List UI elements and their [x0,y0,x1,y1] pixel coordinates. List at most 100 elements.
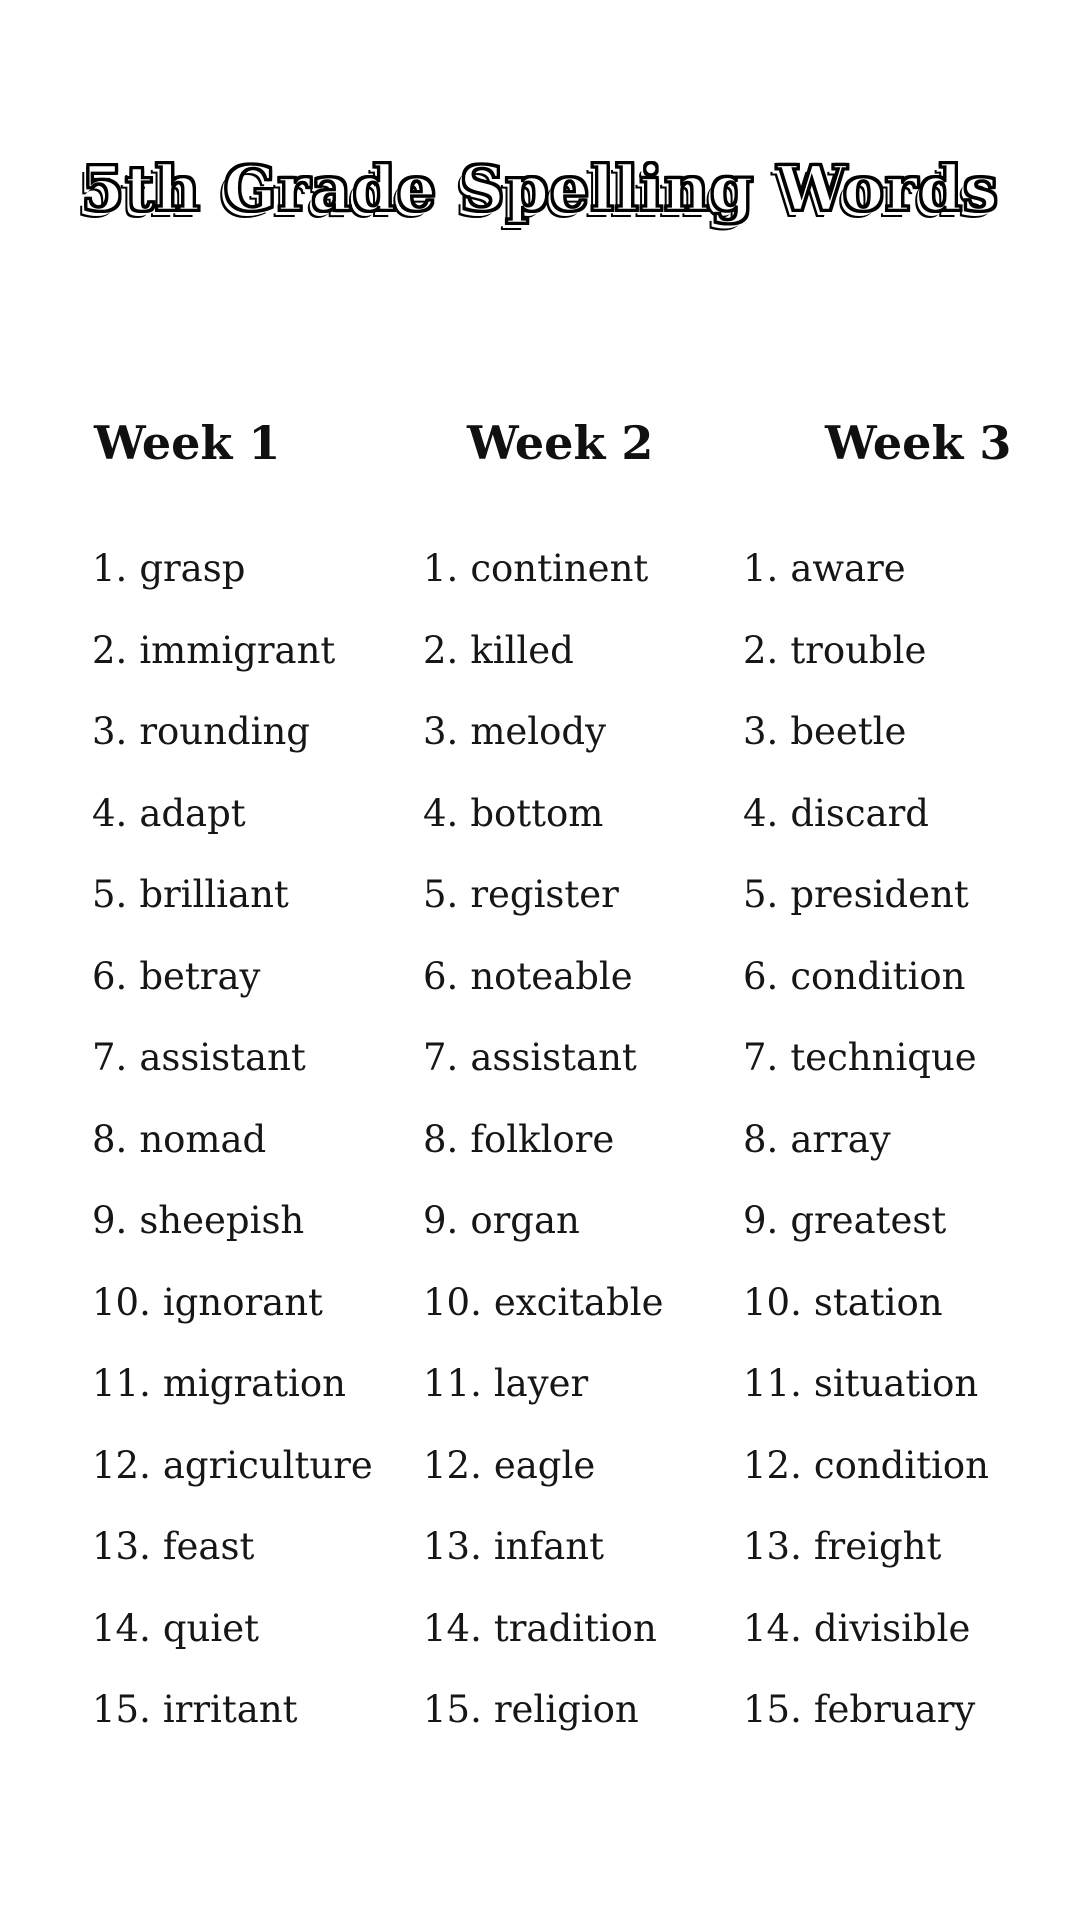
word-text: feast [162,1525,255,1568]
word-item: 11. migration [92,1343,432,1425]
word-item: 9. sheepish [92,1180,432,1262]
word-item: 11. layer [423,1343,763,1425]
word-number: 1. [743,547,779,590]
word-number: 13. [743,1525,802,1568]
word-text: president [790,873,969,916]
word-number: 6. [423,954,459,998]
word-text: quiet [162,1606,259,1650]
word-list: 1. continent 2. killed 3. melody 4. bottom 5… [423,528,763,1751]
word-item: 12. eagle [423,1425,763,1507]
word-item: 15. february [743,1669,1080,1751]
word-item: 7. assistant [92,1017,432,1099]
word-number: 12. [423,1443,482,1487]
week-header: Week 3 [825,416,1012,470]
word-text: rounding [139,710,310,753]
word-text: station [813,1280,943,1324]
word-item: 11. situation [743,1343,1080,1425]
word-list: 1. aware 2. trouble 3. beetle 4. discard 5. p… [743,528,1080,1751]
word-number: 15. [423,1688,482,1731]
word-text: discard [790,791,929,835]
word-item: 13. freight [743,1506,1080,1588]
word-item: 3. beetle [743,691,1080,773]
word-item: 7. assistant [423,1017,763,1099]
word-text: assistant [470,1036,637,1079]
word-text: organ [470,1199,580,1242]
word-number: 6. [92,954,128,998]
word-text: brilliant [139,873,289,916]
word-item: 1. grasp [92,528,432,610]
word-number: 5. [743,873,779,916]
word-number: 4. [743,791,779,835]
word-item: 10. ignorant [92,1262,432,1344]
word-text: excitable [493,1280,664,1324]
word-number: 8. [743,1117,779,1161]
word-number: 2. [423,628,459,672]
word-item: 12. agriculture [92,1425,432,1507]
word-text: melody [470,710,606,753]
word-text: eagle [493,1443,596,1487]
word-number: 15. [743,1688,802,1731]
word-item: 4. discard [743,773,1080,855]
word-text: bottom [470,791,604,835]
week-column-3: Week 3 1. aware 2. trouble 3. beetle 4. disc… [743,414,1080,1751]
word-text: continent [470,547,649,590]
word-text: tradition [493,1606,657,1650]
word-number: 10. [743,1280,802,1324]
word-text: migration [162,1362,347,1405]
word-text: adapt [139,791,246,835]
word-text: religion [493,1688,639,1731]
word-text: folklore [470,1117,615,1161]
word-item: 5. president [743,854,1080,936]
word-number: 3. [92,710,128,753]
word-item: 1. aware [743,528,1080,610]
week-header: Week 2 [467,416,654,470]
word-item: 5. register [423,854,763,936]
word-text: freight [813,1525,942,1568]
word-text: divisible [813,1606,971,1650]
word-item: 14. quiet [92,1588,432,1670]
word-item: 7. technique [743,1017,1080,1099]
word-item: 15. religion [423,1669,763,1751]
word-number: 7. [743,1036,779,1079]
word-item: 1. continent [423,528,763,610]
word-text: greatest [790,1199,947,1242]
word-item: 13. feast [92,1506,432,1588]
word-item: 4. adapt [92,773,432,855]
word-number: 1. [92,547,128,590]
word-text: nomad [139,1117,267,1161]
word-number: 9. [92,1199,128,1242]
word-number: 15. [92,1688,151,1731]
word-number: 13. [423,1525,482,1568]
word-text: february [813,1688,976,1731]
word-item: 10. excitable [423,1262,763,1344]
word-item: 6. betray [92,936,432,1018]
word-number: 13. [92,1525,151,1568]
word-text: technique [790,1036,977,1079]
word-item: 8. array [743,1099,1080,1181]
word-number: 12. [743,1443,802,1487]
word-item: 3. melody [423,691,763,773]
word-number: 2. [92,628,128,672]
word-item: 12. condition [743,1425,1080,1507]
word-item: 2. killed [423,610,763,692]
word-item: 4. bottom [423,773,763,855]
word-number: 10. [92,1280,151,1324]
word-text: ignorant [162,1280,323,1324]
week-column-1: Week 1 1. grasp 2. immigrant 3. rounding 4.… [92,414,432,1751]
word-number: 4. [92,791,128,835]
word-number: 8. [92,1117,128,1161]
word-text: assistant [139,1036,306,1079]
word-number: 3. [743,710,779,753]
word-number: 9. [743,1199,779,1242]
word-item: 6. noteable [423,936,763,1018]
word-number: 14. [92,1606,151,1650]
word-item: 14. tradition [423,1588,763,1670]
word-number: 9. [423,1199,459,1242]
word-text: situation [813,1362,979,1405]
word-number: 11. [92,1362,151,1405]
word-number: 5. [423,873,459,916]
word-item: 8. folklore [423,1099,763,1181]
word-number: 3. [423,710,459,753]
word-item: 3. rounding [92,691,432,773]
word-text: condition [790,954,966,998]
